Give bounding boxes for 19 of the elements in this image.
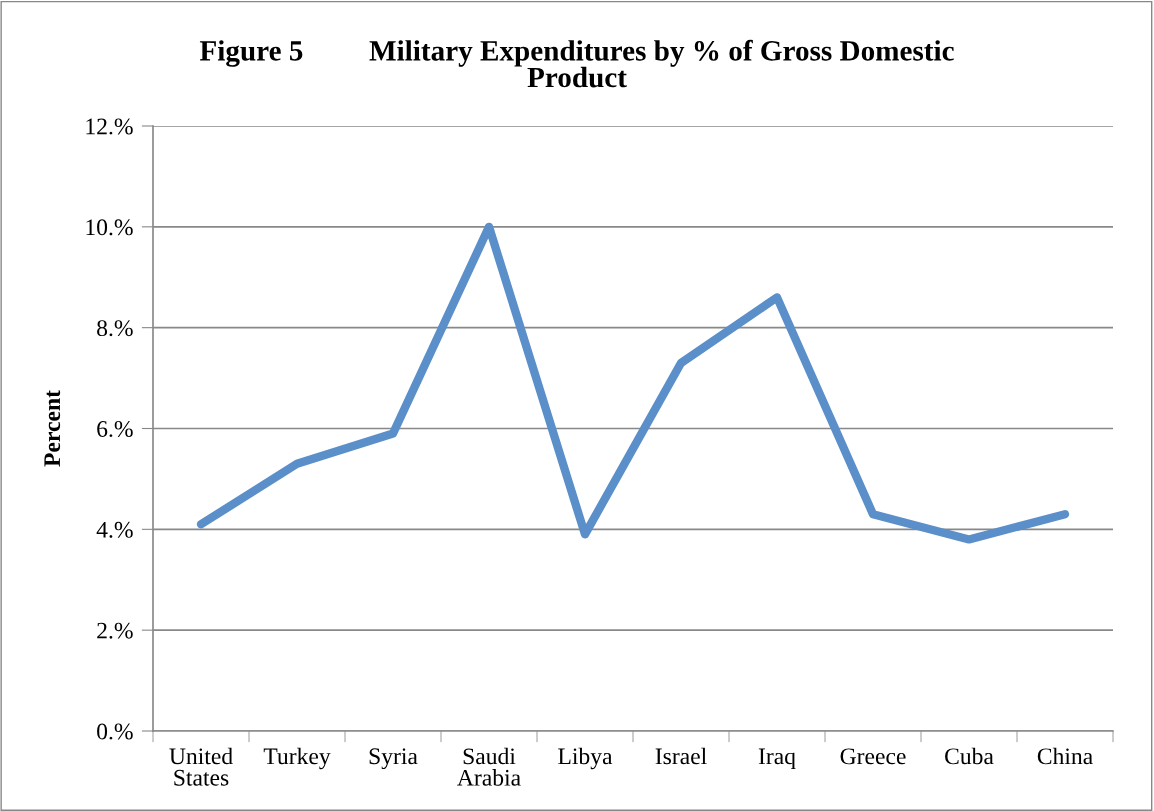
x-tick-label: Israel [655,747,707,765]
x-tick-label: Turkey [263,747,331,770]
y-axis-title: Percent [44,390,61,467]
x-tick-label: Cuba [945,747,994,765]
y-tick-label: 4.% [96,521,133,538]
y-tick-label: 0.% [97,723,133,740]
y-tick-label: 2.% [97,622,133,639]
x-tick-label: Iraq [758,748,796,770]
x-tick-label: Saudi Arabia [457,747,521,786]
y-tick-label: 10.% [86,219,133,236]
chart-title: Figure 5 Military Expenditures by % of Gross Domestic Product [199,39,954,88]
x-tick-label: Syria [369,748,418,770]
y-tick-label: 6.% [97,420,133,438]
x-tick-label: Greece [840,748,906,765]
x-tick-label: China [1037,747,1093,765]
y-tick-label: 8.% [97,320,133,337]
x-tick-label: Libya [558,747,613,770]
y-tick-label: 12.% [86,118,133,135]
x-tick-label: United States [169,747,233,786]
